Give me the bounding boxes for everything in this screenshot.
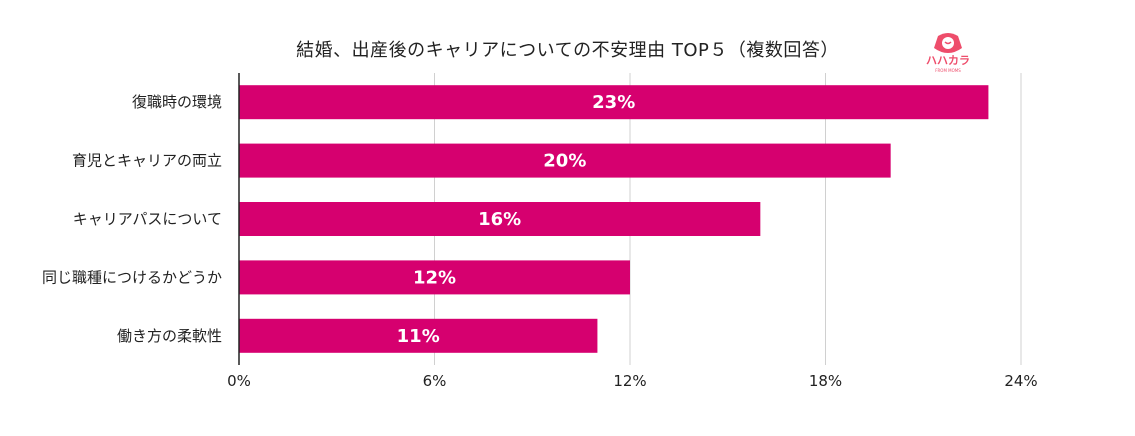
category-label: 育児とキャリアの両立 — [72, 152, 222, 170]
x-tick-label: 0% — [227, 372, 251, 390]
x-tick-label: 12% — [613, 372, 646, 390]
bar — [239, 202, 761, 236]
x-tick-label: 24% — [1004, 372, 1037, 390]
logo-text: ハハカラ — [926, 54, 970, 67]
bar — [239, 318, 598, 353]
x-tick-label: 18% — [809, 372, 842, 390]
category-label: 同じ職種につけるかどうか — [42, 268, 222, 286]
bar — [239, 260, 630, 295]
bar-data-label: 23% — [592, 92, 635, 113]
category-labels: 復職時の環境育児とキャリアの両立キャリアパスについて同じ職種につけるかどうか働き… — [42, 93, 222, 345]
bar-data-label: 12% — [413, 267, 456, 288]
category-label: キャリアパスについて — [73, 210, 222, 228]
x-tick-labels: 0% 6% 12% 18% 24% — [227, 372, 1038, 390]
category-label: 働き方の柔軟性 — [117, 327, 222, 345]
bar-data-label: 11% — [397, 326, 440, 347]
hahakara-logo: ハハカラ FROM MOMS — [926, 33, 970, 73]
chart-title: 結婚、出産後のキャリアについての不安理由 TOP５（複数回答） — [296, 40, 839, 61]
category-label: 復職時の環境 — [132, 93, 222, 111]
x-tick-label: 6% — [423, 372, 447, 390]
logo-subtext: FROM MOMS — [935, 68, 961, 73]
bar-data-label: 20% — [543, 151, 586, 172]
bars-group: 23% 20% 16% 12% 11% — [239, 85, 989, 353]
bar — [239, 143, 891, 178]
bar — [239, 85, 989, 120]
logo-mark-icon — [934, 33, 962, 53]
bar-data-label: 16% — [478, 209, 521, 230]
